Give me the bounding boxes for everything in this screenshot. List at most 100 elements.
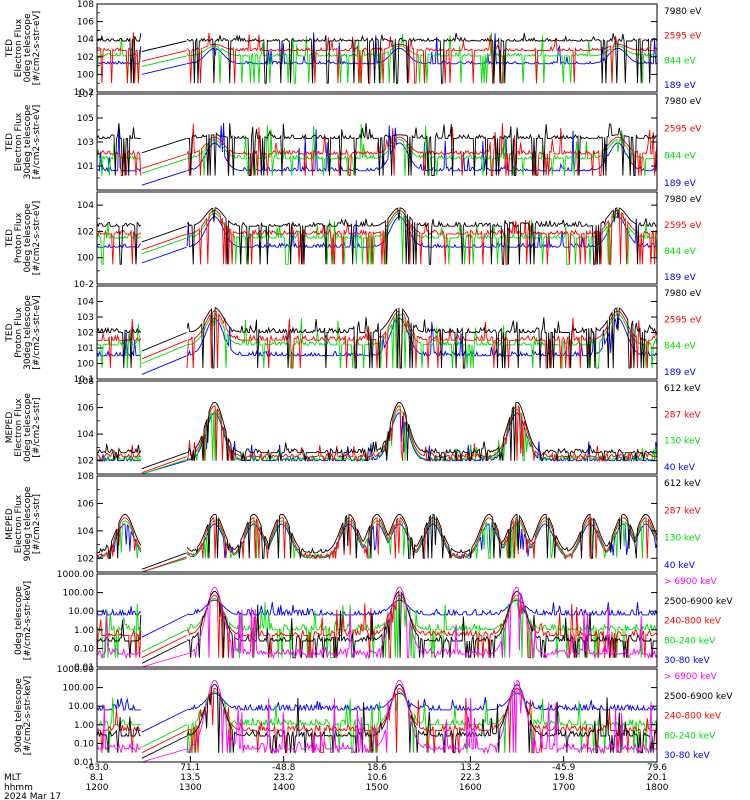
frame-p5 xyxy=(96,380,658,475)
series-p2-0 xyxy=(96,122,658,177)
series-p7-2 xyxy=(96,594,658,659)
legend-p2-3: 189 eV xyxy=(664,179,697,189)
xtick-label-r0-4: 13.2 xyxy=(460,763,480,773)
ylabel-p4-2: 30deg telescope xyxy=(23,295,33,370)
series-p4-2 xyxy=(96,313,658,369)
xtick-label-r0-3: 18.6 xyxy=(367,763,387,773)
xtick-label-r0-1: 71.1 xyxy=(180,763,200,773)
panel-p2: 101 103 105 107 TED Electron Flux 30deg telesc… xyxy=(5,90,702,191)
legend-p6-1: 287 keV xyxy=(664,506,701,516)
ylabel-p3-2: 0deg telescope xyxy=(23,203,33,273)
ytick-label-p4-1: 100 xyxy=(77,360,94,370)
legend-p6-2: 130 keV xyxy=(664,534,701,544)
ytick-label-p4-4: 103 xyxy=(77,313,94,323)
legend-p7-0: > 6900 keV xyxy=(664,577,718,587)
legend-p4-2: 844 eV xyxy=(664,342,697,352)
ytick-label-p4-0: 10-1 xyxy=(74,375,94,385)
legend-p1-1: 2595 eV xyxy=(664,32,702,42)
xtick-label-r1-3: 10.6 xyxy=(367,773,387,783)
ylabel-p3-3: [#/cm2-s-str-eV] xyxy=(32,201,42,276)
xtick-label-r1-1: 13.5 xyxy=(180,773,200,783)
xtick-label-r2-5: 1700 xyxy=(552,783,575,793)
legend-p2-1: 2595 eV xyxy=(664,124,702,134)
ylabel-p5-1: Electron Flux xyxy=(14,398,24,457)
xtick-label-r1-5: 19.8 xyxy=(554,773,574,783)
ytick-label-p6-1: 104 xyxy=(77,527,94,537)
ylabel-p2-3: [#/cm2-s-str-eV] xyxy=(32,105,42,180)
legend-p4-3: 189 eV xyxy=(664,368,697,378)
series-p1-3 xyxy=(96,32,658,75)
ytick-label-p5-1: 104 xyxy=(77,430,94,440)
legend-p4-0: 7980 eV xyxy=(664,289,702,299)
ylabel-p7-1: [#/cm2-s-str-keV] xyxy=(23,581,33,660)
frame-p6 xyxy=(96,475,658,573)
series-p4-0 xyxy=(96,307,657,369)
ytick-label-p1-5: 108 xyxy=(77,0,94,10)
xtick-label-r1-2: 23.2 xyxy=(274,773,294,783)
x-axis-labels: MLT hhmm 2024 Mar 17 -63.0 71.1 -48.8 18.6 1… xyxy=(4,763,669,800)
legend-p6-3: 40 keV xyxy=(664,561,696,571)
ytick-label-p1-1: 100 xyxy=(77,70,94,80)
ytick-label-p7-2: 1.00 xyxy=(74,626,94,636)
series-p8-1 xyxy=(96,684,658,759)
ylabel-p5-2: 0deg telescope xyxy=(23,393,33,463)
ytick-label-p7-4: 100.00 xyxy=(63,589,95,599)
ytick-label-p1-0: 10-2 xyxy=(74,88,94,98)
ytick-label-p5-2: 106 xyxy=(77,404,94,414)
legend-p4-1: 2595 eV xyxy=(664,315,702,325)
xtick-label-r1-0: 8.1 xyxy=(90,773,104,783)
panel-p1: 10-2 100 102 104 106 108 TED Electron Flux 0deg … xyxy=(5,0,702,98)
ylabel-p3-0: TED xyxy=(5,229,15,248)
series-p5-1 xyxy=(96,405,658,474)
ylabel-p6-3: [#/cm2-s-str] xyxy=(32,494,42,554)
x-row-label-time: hhmm xyxy=(4,783,33,793)
ytick-label-p8-4: 100.00 xyxy=(63,684,95,694)
legend-p8-3: 80-240 keV xyxy=(664,731,716,741)
legend-p8-1: 2500-6900 keV xyxy=(664,692,733,702)
xtick-label-r2-1: 1300 xyxy=(179,783,202,793)
ytick-label-p2-1: 103 xyxy=(77,138,94,148)
ytick-label-p4-3: 102 xyxy=(77,329,94,339)
legend-p8-0: > 6900 keV xyxy=(664,672,718,682)
ylabel-p4-0: TED xyxy=(5,323,15,342)
legend-p1-3: 189 eV xyxy=(664,81,697,91)
series-p1-1 xyxy=(96,32,658,84)
panel-p3: 10-2 100 102 104 TED Proton Flux 0deg telescop… xyxy=(5,191,702,290)
series-p3-2 xyxy=(96,212,658,265)
legend-p5-2: 130 keV xyxy=(664,437,701,447)
ylabel-p4-1: Proton Flux xyxy=(14,307,24,358)
series-p4-1 xyxy=(97,310,658,369)
series-p7-3 xyxy=(96,597,657,659)
legend-p6-0: 612 keV xyxy=(664,479,701,489)
ytick-label-p3-2: 102 xyxy=(77,227,94,237)
legend-p8-2: 240-800 keV xyxy=(664,712,722,722)
series-p5-3 xyxy=(97,412,658,475)
ytick-label-p2-0: 101 xyxy=(77,162,94,172)
xtick-label-r0-6: 79.6 xyxy=(647,763,667,773)
ylabel-p8-0: 90deg telescope xyxy=(14,678,24,753)
xtick-label-r2-2: 1400 xyxy=(272,783,295,793)
legend-p7-3: 80-240 keV xyxy=(664,636,716,646)
legend-p5-1: 287 keV xyxy=(664,410,701,420)
frame-p7 xyxy=(96,573,658,668)
ylabel-p1-2: 0deg telescope xyxy=(23,13,33,83)
xtick-label-r1-6: 20.1 xyxy=(647,773,667,783)
ytick-label-p7-1: 0.10 xyxy=(74,644,94,654)
ytick-label-p1-3: 104 xyxy=(77,35,94,45)
legend-p7-2: 240-800 keV xyxy=(664,617,722,627)
ytick-label-p4-2: 101 xyxy=(77,344,94,354)
ylabel-p2-2: 30deg telescope xyxy=(23,104,33,179)
xtick-label-r0-0: -63.0 xyxy=(85,763,109,773)
series-p1-2 xyxy=(96,32,658,84)
ylabel-p5-0: MEPED xyxy=(5,412,15,444)
ylabel-p3-1: Proton Flux xyxy=(14,212,24,263)
ylabel-p1-0: TED xyxy=(5,39,15,58)
ytick-label-p3-0: 10-2 xyxy=(74,280,94,290)
ytick-label-p8-5: 1000.00 xyxy=(57,665,94,675)
ytick-label-p5-3: 108 xyxy=(77,377,94,387)
ylabel-p6-0: MEPED xyxy=(5,508,15,540)
legend-p7-1: 2500-6900 keV xyxy=(664,597,733,607)
x-row-label-mlt: MLT xyxy=(4,773,22,783)
xtick-label-r0-2: -48.8 xyxy=(272,763,296,773)
